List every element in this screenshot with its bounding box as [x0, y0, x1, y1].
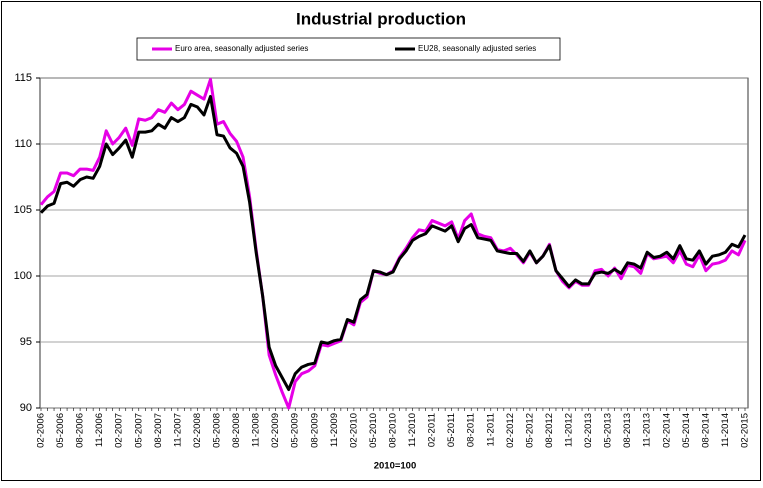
chart-title: Industrial production	[296, 9, 466, 28]
series-line	[39, 94, 747, 392]
x-tick-label: 05-2007	[133, 413, 144, 448]
x-tick-label: 05-2006	[55, 413, 66, 448]
legend-label: EU28, seasonally adjusted series	[418, 44, 536, 53]
x-tick-label: 08-2014	[700, 413, 711, 448]
x-tick-label: 02-2013	[583, 413, 594, 448]
y-tick-label: 105	[14, 204, 32, 216]
x-tick-label: 11-2008	[251, 413, 262, 447]
x-tick-label: 02-2011	[427, 413, 438, 447]
x-tick-label: 08-2013	[622, 413, 633, 448]
x-tick-label: 02-2006	[36, 413, 47, 448]
x-tick-label: 05-2010	[368, 413, 379, 448]
x-tick-label: 02-2007	[114, 413, 125, 448]
x-tick-label: 08-2009	[309, 413, 320, 448]
x-tick-label: 11-2014	[720, 413, 731, 447]
x-tick-label: 11-2009	[329, 413, 340, 447]
legend-box	[136, 37, 561, 61]
x-tick-label: 11-2012	[564, 413, 575, 447]
x-tick-label: 08-2007	[153, 413, 164, 448]
y-tick-label: 90	[20, 402, 32, 414]
x-tick-label: 11-2010	[407, 413, 418, 447]
x-tick-label: 02-2008	[192, 413, 203, 448]
x-tick-label: 11-2006	[94, 413, 105, 447]
y-tick-label: 100	[14, 270, 32, 282]
x-tick-label: 02-2012	[505, 413, 516, 448]
plot-area	[39, 77, 749, 409]
x-tick-label: 08-2011	[466, 413, 477, 447]
y-tick-label: 95	[20, 336, 32, 348]
y-tick-label: 110	[14, 138, 32, 150]
x-tick-label: 05-2014	[681, 413, 692, 448]
x-tick-label: 02-2010	[348, 413, 359, 448]
x-axis-label: 2010=100	[374, 461, 417, 472]
x-tick-label: 05-2008	[212, 413, 223, 448]
x-tick-label: 05-2009	[290, 413, 301, 448]
x-tick-label: 08-2010	[388, 413, 399, 448]
x-tick-label: 05-2012	[524, 413, 535, 448]
x-tick-label: 11-2007	[172, 413, 183, 447]
x-tick-label: 08-2006	[75, 413, 86, 448]
x-tick-label: 05-2013	[603, 413, 614, 448]
x-tick-label: 02-2015	[740, 413, 751, 448]
x-tick-label: 02-2014	[661, 413, 672, 448]
x-tick-label: 05-2011	[446, 413, 457, 447]
x-tick-label: 02-2009	[270, 413, 281, 448]
x-tick-label: 11-2011	[485, 413, 496, 446]
x-tick-label: 11-2013	[642, 413, 653, 447]
x-tick-label: 08-2012	[544, 413, 555, 448]
x-tick-label: 08-2008	[231, 413, 242, 448]
legend-label: Euro area, seasonally adjusted series	[175, 44, 308, 53]
y-tick-label: 115	[14, 72, 32, 84]
